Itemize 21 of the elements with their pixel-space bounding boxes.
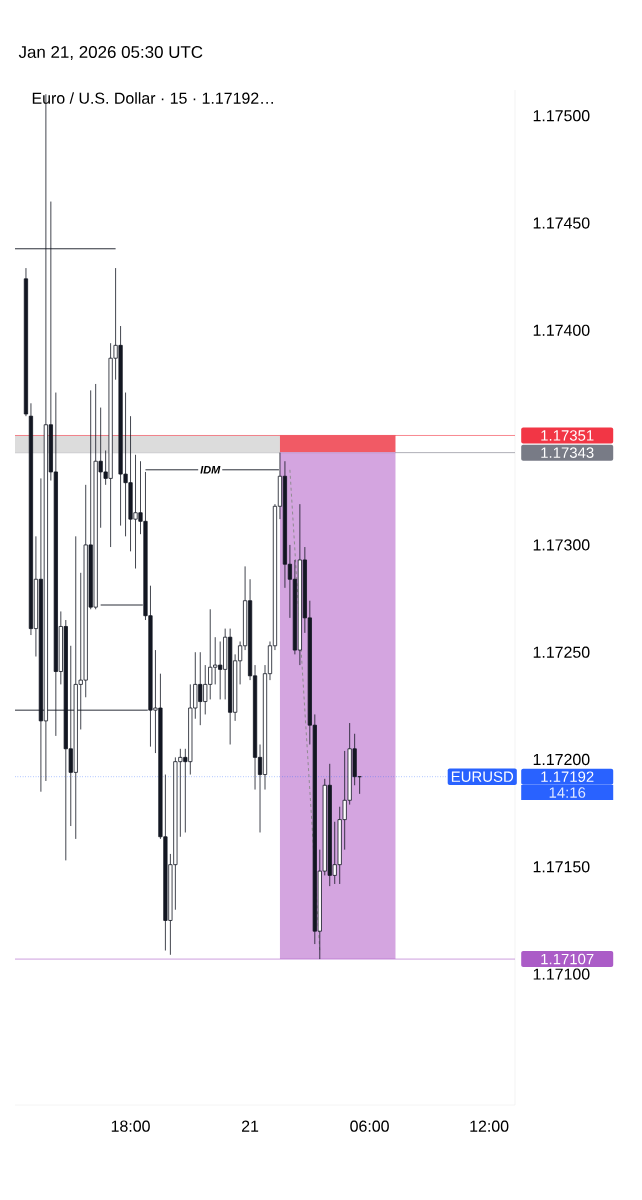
ref-line-label: 1.17192 bbox=[541, 771, 594, 782]
y-tick-label: 1.17250 bbox=[533, 646, 590, 658]
x-tick-label: 18:00 bbox=[111, 1120, 150, 1132]
y-tick-label: 1.17200 bbox=[533, 753, 590, 766]
ref-line-label: 1.17343 bbox=[541, 447, 594, 458]
y-tick-label: 1.17450 bbox=[533, 217, 590, 229]
ref-line-label: 1.17107 bbox=[541, 953, 594, 965]
annotation: EURUSD bbox=[451, 771, 514, 782]
x-tick-label: 21 bbox=[241, 1120, 259, 1132]
text: 14:16 bbox=[549, 787, 586, 798]
annotation: IDM bbox=[200, 466, 221, 474]
chart-title: Euro / U.S. Dollar · 15 · 1.17192… bbox=[32, 92, 273, 104]
y-tick-label: 1.17150 bbox=[533, 861, 590, 873]
y-tick-label: 1.17100 bbox=[533, 968, 590, 980]
ref-line-label: 1.17351 bbox=[541, 430, 594, 441]
x-tick-label: 06:00 bbox=[350, 1120, 389, 1132]
y-tick-label: 1.17300 bbox=[533, 539, 590, 551]
y-tick-label: 1.17500 bbox=[533, 110, 590, 122]
x-tick-label: 12:00 bbox=[470, 1120, 509, 1132]
chart-subtitle: Jan 21, 2026 05:30 UTC bbox=[18, 46, 203, 60]
y-tick-label: 1.17400 bbox=[533, 324, 590, 336]
